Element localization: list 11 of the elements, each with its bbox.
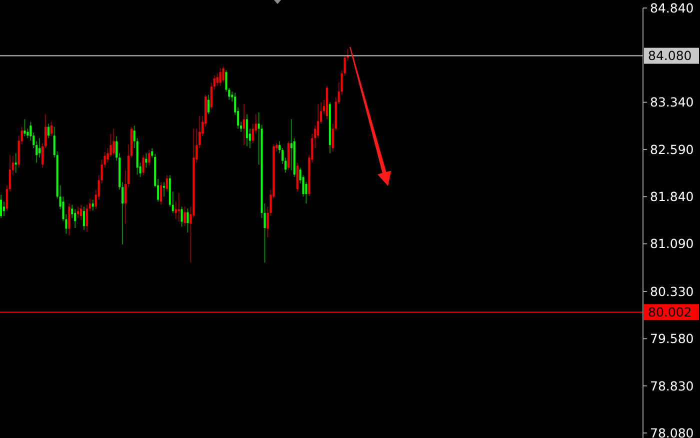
y-tick-label: 79.580 xyxy=(650,331,694,346)
y-tick-label: 82.590 xyxy=(650,142,694,157)
ref-line-label: 84.080 xyxy=(648,48,692,64)
y-tick-label: 84.840 xyxy=(650,0,694,16)
ref-line-label: 80.002 xyxy=(648,304,692,320)
y-tick-label: 81.090 xyxy=(650,236,694,252)
y-tick-label: 81.840 xyxy=(650,189,694,204)
y-tick-label: 80.330 xyxy=(650,284,694,299)
y-tick-label: 83.340 xyxy=(650,94,694,110)
y-tick-label: 78.080 xyxy=(650,425,694,438)
y-tick-label: 78.830 xyxy=(650,378,694,394)
